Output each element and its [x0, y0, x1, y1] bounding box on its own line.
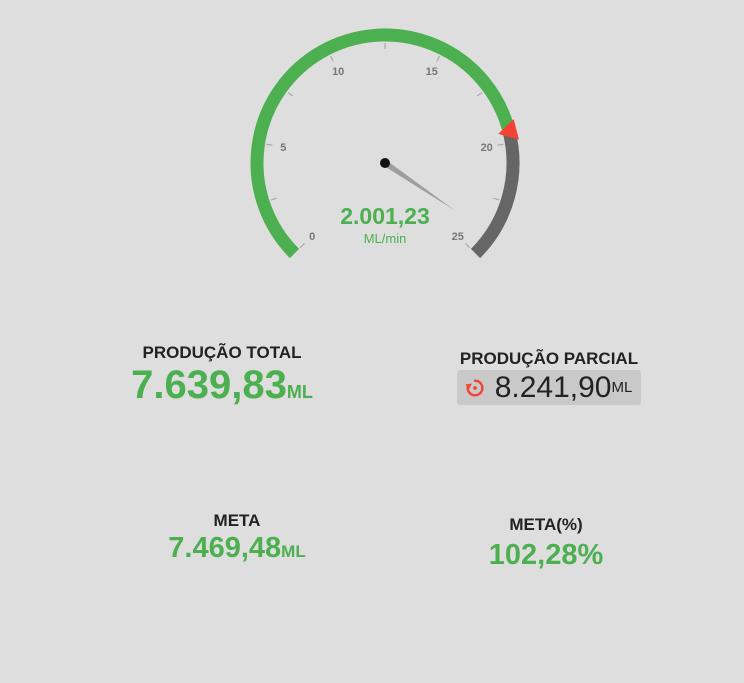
producao-parcial-reset-button[interactable]: 8.241,90 ML — [456, 370, 642, 405]
producao-total-panel: PRODUÇÃO TOTAL 7.639,83ML — [110, 343, 334, 414]
gauge-ticks — [266, 43, 504, 249]
gauge-needle-hub — [380, 158, 390, 168]
producao-total-value: 7.639,83 — [131, 363, 287, 407]
producao-total-unit: ML — [286, 382, 313, 402]
gauge-tick-label: 0 — [309, 231, 315, 243]
meta-label: META — [213, 511, 261, 530]
gauge-tick — [329, 55, 334, 62]
meta-value: 7.469,48 — [168, 532, 282, 564]
gauge-tick — [497, 143, 504, 146]
gauge-tick — [299, 243, 305, 249]
gauge-needle — [383, 160, 456, 211]
gauge-tick — [287, 91, 294, 97]
gauge-value: 2.001,23 — [340, 203, 430, 229]
gauge-tick-label: 5 — [280, 142, 286, 154]
gauge-tick — [476, 91, 483, 97]
gauge-needle-group — [380, 158, 456, 211]
producao-total-label: PRODUÇÃO TOTAL — [142, 343, 302, 362]
gauge-target-marker — [498, 118, 519, 140]
producao-parcial-label: PRODUÇÃO PARCIAL — [459, 349, 639, 368]
gauge-tick-label: 20 — [481, 142, 493, 154]
gauge-tick-label: 10 — [332, 66, 344, 78]
gauge-arc-green — [250, 28, 516, 259]
producao-parcial-value: 8.241,90 — [494, 370, 612, 404]
gauge-tick-label: 25 — [452, 231, 464, 243]
gauge-arcs — [250, 28, 520, 259]
gauge-marker-group — [498, 118, 519, 140]
gauge-tick-label: 15 — [426, 66, 438, 78]
meta-unit: ML — [281, 542, 306, 561]
gauge-arc-grey — [470, 129, 520, 259]
producao-total-value-row: 7.639,83ML — [110, 363, 334, 414]
gauge-tick — [493, 197, 500, 201]
meta-pct-value: 102,28% — [488, 539, 604, 571]
gauge-tick — [266, 143, 273, 146]
gauge-tick — [436, 55, 441, 62]
meta-panel: META 7.469,48ML — [137, 511, 337, 569]
meta-pct-label: META(%) — [509, 515, 583, 534]
gauge-unit: ML/min — [364, 231, 407, 246]
reset-icon — [465, 378, 484, 396]
producao-parcial-unit: ML — [611, 379, 633, 396]
speed-gauge: 0 5 10 15 20 25 2.001,23 ML/min — [250, 28, 520, 259]
meta-value-row: 7.469,48ML — [137, 531, 337, 569]
gauge-tick-labels: 0 5 10 15 20 25 — [280, 66, 493, 243]
gauge-tick — [465, 243, 471, 249]
producao-parcial-panel: PRODUÇÃO PARCIAL 8.241,90 ML — [449, 349, 649, 405]
gauge-tick — [270, 197, 277, 201]
meta-pct-panel: META(%) 102,28% — [446, 515, 646, 575]
